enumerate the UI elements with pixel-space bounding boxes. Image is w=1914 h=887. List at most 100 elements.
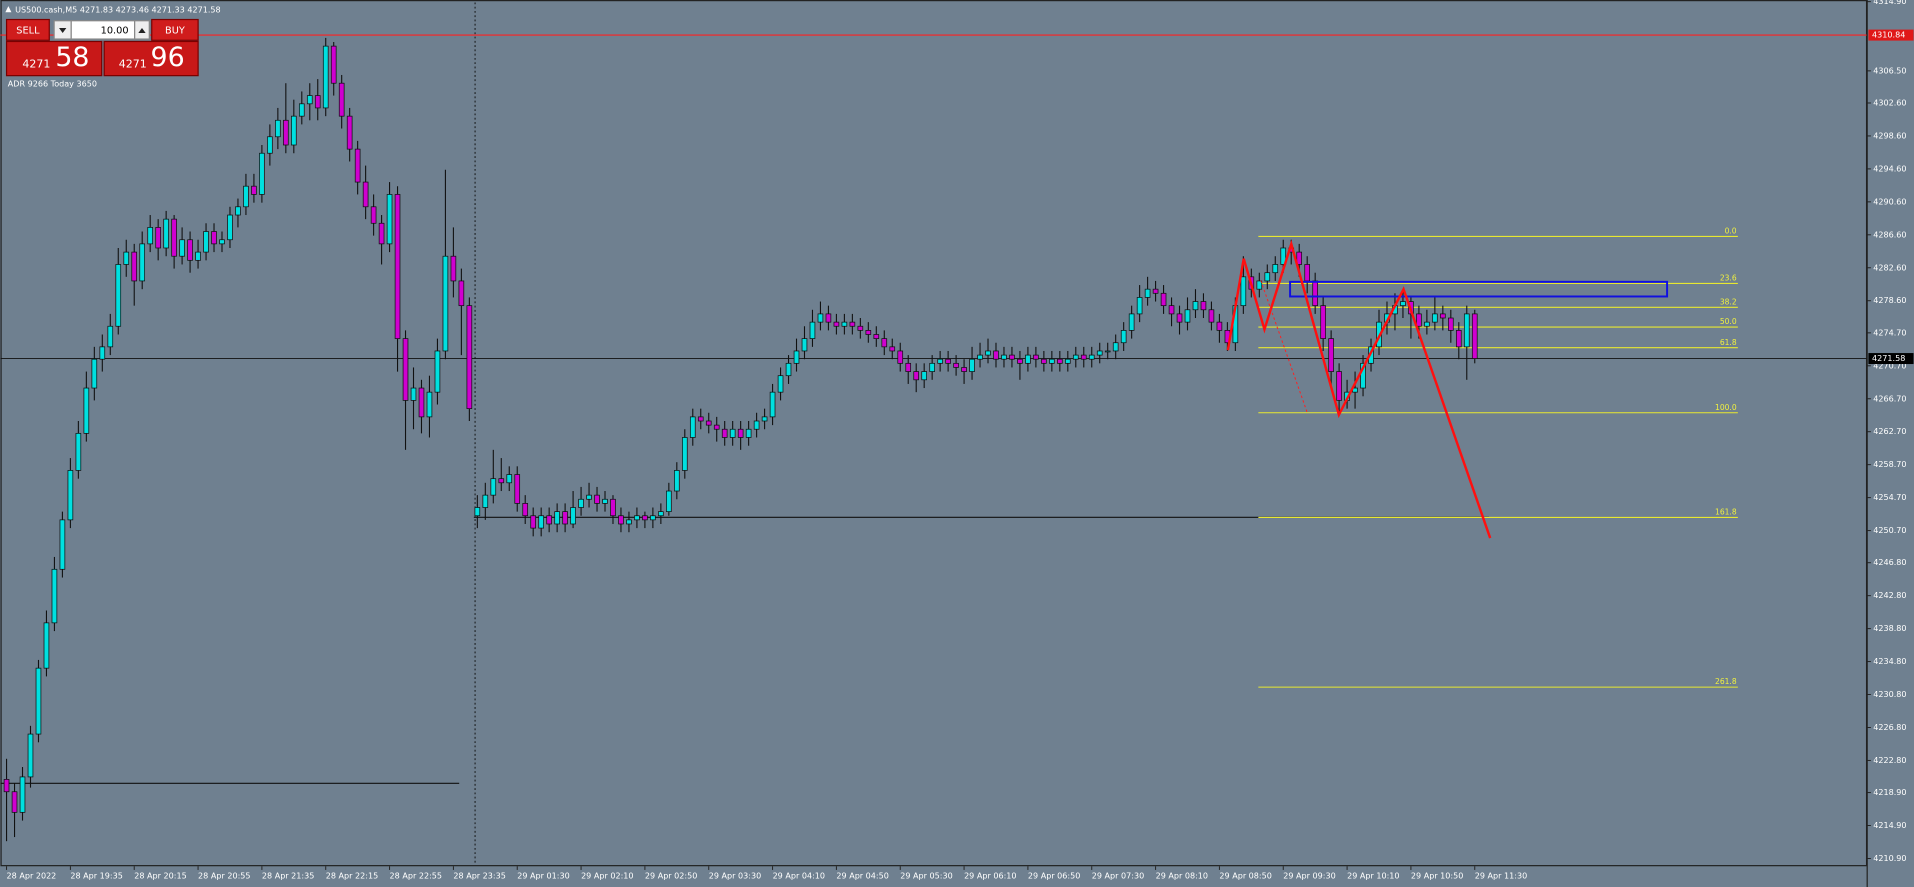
- candle-body: [1176, 313, 1183, 323]
- candle-body: [51, 568, 58, 624]
- sell-button[interactable]: [5, 18, 50, 41]
- candle-body: [650, 515, 656, 521]
- candle-body: [115, 264, 122, 327]
- candle-body: [873, 334, 880, 339]
- candle-body: [1463, 313, 1470, 348]
- x-tick-label: 28 Apr 21:35: [262, 872, 314, 881]
- candle-body: [1280, 247, 1287, 265]
- candle-body: [171, 218, 177, 257]
- candle-body: [147, 227, 153, 245]
- candle-body: [554, 511, 560, 525]
- buy-price-box[interactable]: [103, 40, 199, 77]
- candle-body: [330, 45, 337, 84]
- y-tick-label: 4298.60: [1873, 131, 1906, 140]
- candle-body: [586, 494, 592, 500]
- candle-body: [1065, 358, 1071, 364]
- y-tick-label: 4230.80: [1873, 690, 1906, 699]
- candle-body: [1200, 301, 1207, 311]
- symbol-info: US500.cash,M5 4271.83 4273.46 4271.33 42…: [15, 5, 221, 14]
- buy-label: BUY: [165, 26, 185, 37]
- candle-body: [338, 82, 345, 117]
- candle-body: [19, 776, 26, 813]
- x-tick-label: 28 Apr 22:15: [326, 872, 378, 881]
- candle-body: [881, 338, 888, 348]
- candle-body: [857, 325, 864, 331]
- candle-body: [953, 362, 959, 368]
- candle-body: [1416, 313, 1422, 327]
- y-tick-label: 4242.80: [1873, 591, 1906, 600]
- x-tick-label: 29 Apr 08:10: [1156, 872, 1208, 881]
- candle-body: [83, 387, 90, 434]
- y-tick-label: 4222.80: [1873, 756, 1906, 765]
- candle-body: [267, 136, 273, 154]
- candle-body: [626, 519, 632, 525]
- candle-body: [530, 515, 536, 529]
- candle-body: [737, 428, 744, 438]
- candle-body: [187, 239, 193, 261]
- candle-body: [1096, 350, 1103, 356]
- candle-body: [1400, 301, 1406, 307]
- candle-body: [1448, 317, 1454, 331]
- fib-label: 261.8: [1715, 677, 1737, 686]
- candle-body: [1432, 313, 1438, 323]
- sell-price-small: 58: [55, 42, 89, 73]
- candle-body: [410, 387, 417, 401]
- candle-body: [825, 313, 832, 323]
- x-tick-label: 29 Apr 08:50: [1219, 872, 1271, 881]
- candle-body: [1112, 342, 1119, 352]
- candle-body: [705, 420, 712, 426]
- candle-body: [929, 362, 935, 372]
- candle-body: [817, 313, 824, 323]
- candle-body: [594, 494, 600, 504]
- candle-body: [642, 515, 648, 521]
- candle-body: [163, 218, 169, 249]
- candle-body: [362, 181, 369, 208]
- candle-body: [3, 779, 10, 793]
- candle-body: [1455, 330, 1462, 348]
- candle-body: [275, 119, 281, 138]
- y-tick-label: 4282.60: [1873, 263, 1906, 272]
- candle-body: [1296, 251, 1303, 265]
- x-tick-label: 29 Apr 04:10: [773, 872, 825, 881]
- candle-body: [1264, 272, 1271, 282]
- candle-body: [1360, 362, 1366, 389]
- candle-body: [498, 478, 505, 484]
- candle-body: [1440, 313, 1446, 319]
- x-tick-label: 29 Apr 09:30: [1283, 872, 1335, 881]
- candle-body: [1033, 354, 1039, 360]
- candle-body: [346, 115, 353, 150]
- candle-body: [681, 437, 688, 471]
- candle-body: [761, 416, 768, 422]
- candle-body: [985, 350, 991, 356]
- candle-body: [713, 424, 720, 430]
- fib-label: 38.2: [1720, 297, 1737, 306]
- collapse-icon[interactable]: [5, 6, 12, 13]
- candle-body: [538, 515, 544, 529]
- candle-body: [155, 227, 161, 249]
- x-tick-label: 29 Apr 01:30: [517, 872, 569, 881]
- candle-body: [1041, 358, 1047, 364]
- candle-body: [227, 214, 233, 241]
- candle-body: [809, 321, 816, 339]
- candle-body: [67, 470, 74, 521]
- candle-body: [291, 115, 297, 146]
- candle-body: [1184, 309, 1191, 323]
- candle-body: [219, 239, 225, 245]
- fib-label: 161.8: [1715, 508, 1737, 517]
- x-tick-label: 29 Apr 06:10: [964, 872, 1016, 881]
- candle-body: [889, 346, 896, 352]
- up-arrow: [138, 28, 146, 33]
- y-tick-label: 4314.90: [1873, 0, 1906, 6]
- candle-body: [1001, 354, 1007, 360]
- candle-body: [75, 432, 82, 471]
- candle-body: [1256, 280, 1263, 290]
- candle-body: [1057, 358, 1063, 364]
- candle-body: [386, 194, 393, 245]
- sell-price-box[interactable]: [5, 40, 103, 77]
- buy-button[interactable]: [151, 18, 199, 41]
- candle-body: [35, 667, 42, 735]
- candle-body: [969, 358, 975, 372]
- candle-body: [721, 428, 728, 438]
- x-tick-label: 29 Apr 02:10: [581, 872, 633, 881]
